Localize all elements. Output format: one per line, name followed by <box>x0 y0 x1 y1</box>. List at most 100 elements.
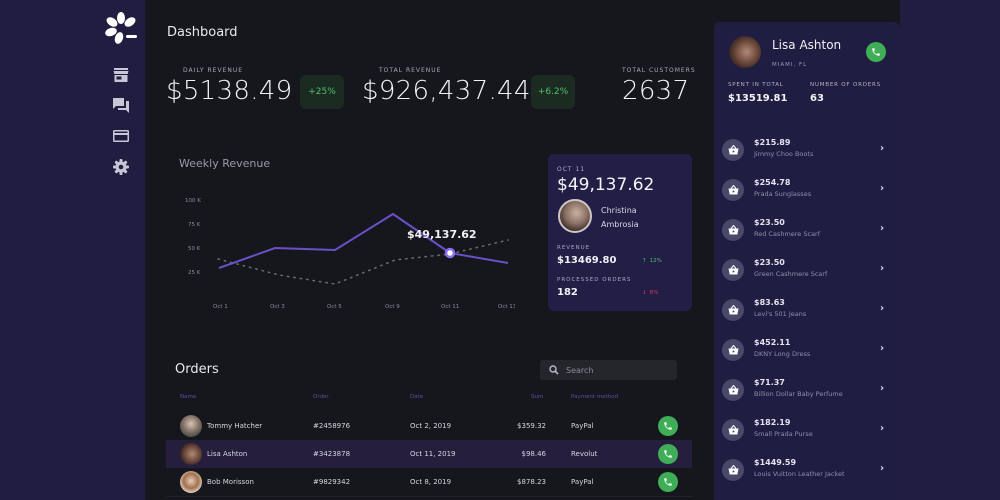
basket-icon <box>722 419 744 441</box>
svg-text:100 K: 100 K <box>185 198 201 204</box>
previous-period-line <box>217 239 509 285</box>
purchase-item[interactable]: $1449.59 Louis Vuitton Leather Jacket › <box>722 455 892 485</box>
current-period-line <box>218 212 509 269</box>
number-of-orders-value: 63 <box>810 93 824 104</box>
arrow-up-icon: ↑ <box>642 258 647 264</box>
purchase-item[interactable]: $452.11 DKNY Long Dress › <box>722 335 892 365</box>
avatar <box>180 443 202 465</box>
call-button[interactable] <box>658 472 678 492</box>
detail-date: OCT 11 <box>557 166 586 173</box>
purchase-item[interactable]: $254.78 Prada Sunglasses › <box>722 175 892 205</box>
basket-icon <box>722 259 744 281</box>
svg-text:Oct 13: Oct 13 <box>498 304 515 310</box>
purchase-item[interactable]: $23.50 Red Cashmere Scarf › <box>722 215 892 245</box>
svg-text:50 K: 50 K <box>188 246 201 252</box>
total-customers-label: TOTAL CUSTOMERS <box>622 67 696 74</box>
chevron-right-icon: › <box>880 423 885 434</box>
phone-icon <box>872 48 880 56</box>
chat-icon[interactable] <box>112 96 130 114</box>
customer-location: MIAMI, FL <box>772 62 808 68</box>
basket-icon <box>722 339 744 361</box>
chevron-right-icon: › <box>880 143 885 154</box>
customer-panel: Lisa Ashton MIAMI, FL SPENT IN TOTAL $13… <box>714 22 900 500</box>
y-axis-ticks: 100 K 75 K 50 K 25 K <box>185 198 201 276</box>
avatar <box>180 471 202 493</box>
table-row[interactable]: Lisa Ashton #3423878 Oct 11, 2019 $98.46… <box>166 440 692 468</box>
purchase-item[interactable]: $83.63 Levi's 501 Jeans › <box>722 295 892 325</box>
call-button[interactable] <box>658 444 678 464</box>
column-header-payment-method[interactable]: Payment method <box>571 394 619 400</box>
spent-total-value: $13519.81 <box>728 93 788 104</box>
day-detail-card: OCT 11 $49,137.62 Christina Ambrosia REV… <box>548 154 692 311</box>
spent-total-label: SPENT IN TOTAL <box>728 82 784 88</box>
orders-title: Orders <box>175 362 219 377</box>
chart-annotation: $49,137.62 <box>407 228 477 241</box>
svg-text:Oct 5: Oct 5 <box>327 304 342 310</box>
svg-text:Oct 1: Oct 1 <box>213 304 228 310</box>
daily-revenue-change-badge: +25% <box>300 75 344 109</box>
avatar <box>558 199 592 233</box>
chevron-right-icon: › <box>880 343 885 354</box>
credit-card-icon[interactable] <box>112 127 130 145</box>
column-header-order[interactable]: Order <box>313 394 329 400</box>
chevron-right-icon: › <box>880 183 885 194</box>
page-title: Dashboard <box>167 25 238 40</box>
chevron-right-icon: › <box>880 223 885 234</box>
basket-icon <box>722 299 744 321</box>
search-box[interactable] <box>540 360 677 380</box>
column-header-sum[interactable]: Sum <box>531 394 544 400</box>
orders-trend: ↓ 8% <box>642 290 659 296</box>
detail-amount: $49,137.62 <box>557 175 655 195</box>
chart-title: Weekly Revenue <box>179 157 271 170</box>
purchase-item[interactable]: $71.37 Billion Dollar Baby Perfume › <box>722 375 892 405</box>
svg-text:Oct 3: Oct 3 <box>270 304 285 310</box>
table-row[interactable]: Bob Morisson #9829342 Oct 8, 2019 $878.2… <box>166 468 692 496</box>
store-icon[interactable] <box>112 66 130 84</box>
detail-person-name: Christina Ambrosia <box>601 206 639 229</box>
row-divider <box>166 496 692 497</box>
number-of-orders-label: NUMBER OF ORDERS <box>810 82 881 88</box>
purchase-item[interactable]: $182.19 Small Prada Purse › <box>722 415 892 445</box>
search-icon <box>549 365 559 375</box>
table-row[interactable]: Tommy Hatcher #2458976 Oct 2, 2019 $359.… <box>166 412 692 440</box>
chevron-right-icon: › <box>880 463 885 474</box>
phone-icon <box>664 450 672 458</box>
phone-icon <box>664 478 672 486</box>
avatar <box>180 415 202 437</box>
chevron-right-icon: › <box>880 303 885 314</box>
arrow-down-icon: ↓ <box>642 290 647 296</box>
phone-icon <box>664 422 672 430</box>
purchase-item[interactable]: $23.50 Green Cashmere Scarf › <box>722 255 892 285</box>
highlight-point[interactable] <box>444 247 456 259</box>
column-header-name[interactable]: Name <box>180 394 197 400</box>
orders-label: PROCESSED ORDERS <box>557 277 632 283</box>
total-revenue-value: $926,437.44 <box>362 76 531 106</box>
basket-icon <box>722 219 744 241</box>
chevron-right-icon: › <box>880 383 885 394</box>
revenue-trend: ↑ 12% <box>642 258 662 264</box>
basket-icon <box>722 459 744 481</box>
purchase-item[interactable]: $215.89 Jimmy Choo Boots › <box>722 135 892 165</box>
gear-icon[interactable] <box>112 158 130 176</box>
daily-revenue-value: $5138.49 <box>166 76 293 106</box>
svg-text:75 K: 75 K <box>188 222 201 228</box>
basket-icon <box>722 179 744 201</box>
orders-value: 182 <box>557 287 578 298</box>
x-axis-ticks: Oct 1 Oct 3 Oct 5 Oct 9 Oct 11 Oct 13 <box>213 304 515 310</box>
weekly-revenue-chart[interactable]: 100 K 75 K 50 K 25 K $49,137.62 Oct 1 Oc… <box>175 190 515 315</box>
flower-logo-icon <box>105 12 137 44</box>
revenue-label: REVENUE <box>557 245 591 251</box>
svg-text:Oct 11: Oct 11 <box>441 304 459 310</box>
customer-name: Lisa Ashton <box>772 38 842 52</box>
chevron-right-icon: › <box>880 263 885 274</box>
svg-text:Oct 9: Oct 9 <box>385 304 400 310</box>
call-button[interactable] <box>866 42 886 62</box>
total-customers-value: 2637 <box>622 76 690 106</box>
avatar <box>729 36 761 68</box>
daily-revenue-label: DAILY REVENUE <box>183 67 244 74</box>
column-header-date[interactable]: Date <box>410 394 424 400</box>
search-input[interactable] <box>566 365 666 375</box>
call-button[interactable] <box>658 416 678 436</box>
basket-icon <box>722 139 744 161</box>
